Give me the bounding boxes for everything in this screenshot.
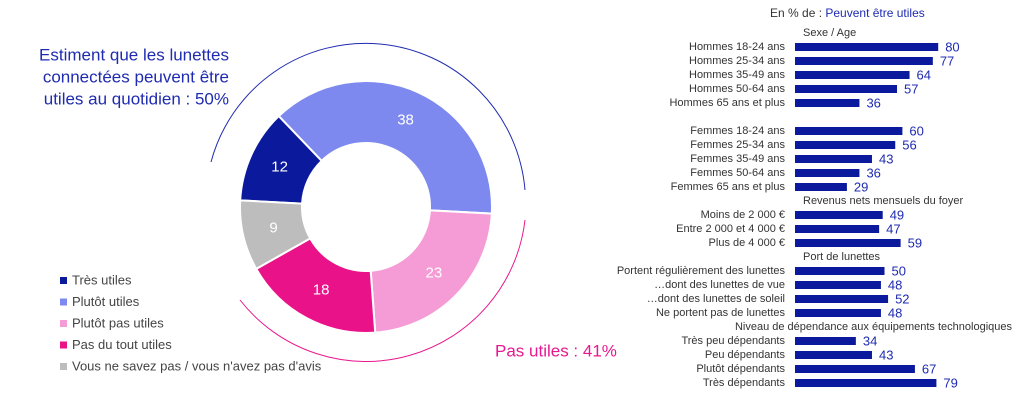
bar xyxy=(795,57,933,65)
value-label: 34 xyxy=(863,333,877,348)
value-label: 50 xyxy=(892,263,906,278)
value-label: 64 xyxy=(917,67,931,82)
bar-header: En % de : Peuvent être utiles xyxy=(770,6,925,20)
category-label: Hommes 65 ans et plus xyxy=(669,97,785,109)
bar xyxy=(795,337,856,345)
category-label: Peu dépendants xyxy=(705,349,786,361)
legend-marker xyxy=(60,320,67,327)
value-label: 47 xyxy=(886,221,900,236)
bar xyxy=(795,127,903,135)
value-label: 48 xyxy=(888,305,902,320)
bar-header-prefix: En % de : xyxy=(770,6,822,20)
category-label: Très dépendants xyxy=(703,377,786,389)
segment-label: 23 xyxy=(426,264,443,281)
legend-label: Très utiles xyxy=(72,272,132,287)
category-label: Femmes 35-49 ans xyxy=(690,153,785,165)
category-label: Femmes 65 ans et plus xyxy=(671,181,786,193)
bar xyxy=(795,281,881,289)
bar xyxy=(795,295,889,303)
legend-marker xyxy=(60,363,67,370)
segment-label: 38 xyxy=(397,112,414,129)
category-label: Plutôt dépendants xyxy=(696,363,785,375)
bar xyxy=(795,379,937,387)
bar xyxy=(795,141,896,149)
value-label: 60 xyxy=(909,123,923,138)
annotation: Pas utiles : 41% xyxy=(495,341,617,360)
bar xyxy=(795,225,880,233)
value-label: 43 xyxy=(879,151,893,166)
bar xyxy=(795,211,883,219)
bar-title: Peuvent être utiles xyxy=(825,6,924,20)
category-label: Hommes 18-24 ans xyxy=(689,41,785,53)
useful-arc xyxy=(210,42,526,191)
category-label: Très peu dépendants xyxy=(681,335,785,347)
category-label: Entre 2 000 et 4 000 € xyxy=(676,223,785,235)
bar xyxy=(795,99,860,107)
category-label: Moins de 2 000 € xyxy=(701,209,785,221)
group-title: Port de lunettes xyxy=(803,251,881,263)
bar xyxy=(795,43,939,51)
value-label: 48 xyxy=(888,277,902,292)
category-label: Femmes 25-34 ans xyxy=(690,139,785,151)
category-label: Hommes 35-49 ans xyxy=(689,69,785,81)
bar xyxy=(795,351,872,359)
value-label: 36 xyxy=(866,95,880,110)
donut-segment xyxy=(239,199,312,271)
group-title: Niveau de dépendance aux équipements tec… xyxy=(735,321,1013,333)
category-label: Femmes 50-64 ans xyxy=(690,167,785,179)
value-label: 59 xyxy=(908,235,922,250)
bar xyxy=(795,71,910,79)
value-label: 67 xyxy=(922,361,936,376)
segment-label: 9 xyxy=(269,220,277,237)
not-useful-arc xyxy=(239,219,526,362)
legend-label: Plutôt utiles xyxy=(72,294,140,309)
bar xyxy=(795,239,901,247)
legend-label: Pas du tout utiles xyxy=(72,337,172,352)
value-label: 29 xyxy=(854,179,868,194)
category-label: Femmes 18-24 ans xyxy=(690,125,785,137)
bar xyxy=(795,365,915,373)
value-label: 56 xyxy=(902,137,916,152)
category-label: Hommes 50-64 ans xyxy=(689,83,785,95)
legend-marker xyxy=(60,298,67,306)
value-label: 77 xyxy=(940,53,954,68)
bar xyxy=(795,85,898,93)
legend-marker xyxy=(60,341,67,349)
category-label: …dont des lunettes de soleil xyxy=(647,293,785,305)
value-label: 79 xyxy=(943,375,957,390)
value-label: 43 xyxy=(879,347,893,362)
value-label: 57 xyxy=(904,81,918,96)
annotation: Estiment que les lunettes xyxy=(39,45,229,64)
legend-label: Plutôt pas utiles xyxy=(72,315,164,330)
value-label: 36 xyxy=(866,165,880,180)
donut-segment xyxy=(277,80,493,215)
value-label: 52 xyxy=(895,291,909,306)
category-label: Ne portent pas de lunettes xyxy=(656,307,786,319)
bar xyxy=(795,155,872,163)
category-label: Plus de 4 000 € xyxy=(709,237,785,249)
bar xyxy=(795,267,885,275)
group-title: Sexe / Age xyxy=(803,27,856,39)
annotation: utiles au quotidien : 50% xyxy=(44,89,229,108)
legend-marker xyxy=(60,277,67,284)
donut-segment xyxy=(369,209,493,334)
category-label: …dont des lunettes de vue xyxy=(654,279,785,291)
bar xyxy=(795,169,860,177)
category-label: Portent régulièrement des lunettes xyxy=(617,265,786,277)
segment-label: 12 xyxy=(271,158,288,175)
category-label: Hommes 25-34 ans xyxy=(689,55,785,67)
value-label: 80 xyxy=(945,39,959,54)
group-title: Revenus nets mensuels du foyer xyxy=(803,195,964,207)
donut-segment xyxy=(254,237,377,334)
segment-label: 18 xyxy=(313,282,330,299)
value-label: 49 xyxy=(890,207,904,222)
annotation: connectées peuvent être xyxy=(43,67,229,86)
bar xyxy=(795,183,847,191)
bar xyxy=(795,309,881,317)
legend-label: Vous ne savez pas / vous n'avez pas d'av… xyxy=(72,358,322,373)
